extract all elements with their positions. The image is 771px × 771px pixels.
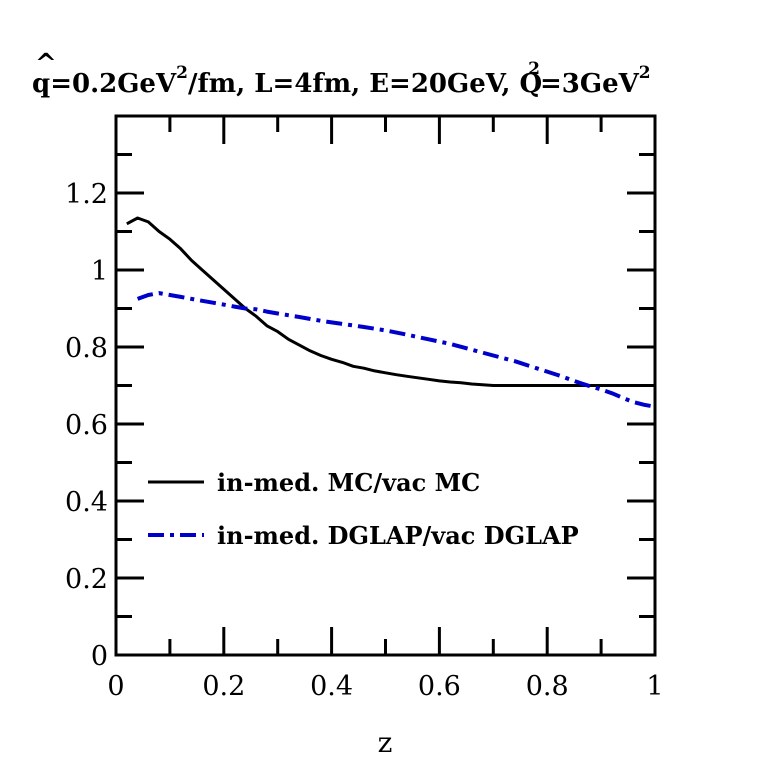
x-tick-label: 0.2 bbox=[202, 671, 245, 702]
x-tick-label: 0.4 bbox=[310, 671, 353, 702]
series-line-mc bbox=[126, 216, 655, 387]
x-tick-label: 0.8 bbox=[526, 671, 569, 702]
title-sup2: 2 bbox=[528, 59, 540, 79]
title-part2: /fm, L=4fm, E=20GeV, Q bbox=[188, 69, 542, 99]
y-tick-label: 0.6 bbox=[65, 410, 108, 441]
y-tick-label: 1 bbox=[91, 256, 108, 287]
x-tick-label: 0.6 bbox=[418, 671, 461, 702]
y-tick-label: 0.4 bbox=[65, 487, 108, 518]
legend-label-mc: in-med. MC/vac MC bbox=[217, 468, 480, 497]
y-tick-label: 0.8 bbox=[65, 333, 108, 364]
chart-title: q=0.2GeV2/fm, L=4fm, E=20GeV, Q2=3GeV2 ^ bbox=[32, 49, 651, 99]
x-tick-label: 0 bbox=[107, 671, 124, 702]
y-tick-label: 0 bbox=[91, 641, 108, 672]
title-sup3: 2 bbox=[639, 63, 651, 83]
axis-tick-labels: 0 0.2 0.4 0.6 0.8 1 0 0.2 0.4 0.6 0.8 1 1.2 bbox=[65, 179, 664, 702]
data-series bbox=[126, 216, 656, 409]
title-sup1: 2 bbox=[176, 63, 188, 83]
x-tick-label: 1 bbox=[646, 671, 663, 702]
title-qhat-symbol: q bbox=[32, 69, 50, 99]
title-hat-mark: ^ bbox=[35, 49, 57, 79]
y-tick-label: 1.2 bbox=[65, 179, 108, 210]
x-axis-label: z bbox=[378, 726, 393, 759]
title-part1: =0.2GeV bbox=[50, 69, 177, 99]
legend: in-med. MC/vac MC in-med. DGLAP/vac DGLA… bbox=[148, 468, 579, 550]
y-tick-label: 0.2 bbox=[65, 564, 108, 595]
legend-label-dglap: in-med. DGLAP/vac DGLAP bbox=[217, 521, 579, 550]
svg-text:q=0.2GeV2/fm, L=4fm, E=20GeV,: q=0.2GeV2/fm, L=4fm, E=20GeV, Q2=3GeV2 bbox=[32, 59, 651, 99]
series-line-dglap bbox=[136, 291, 656, 409]
axis-ticks bbox=[114, 114, 657, 657]
title-part3: =3GeV bbox=[540, 69, 640, 99]
